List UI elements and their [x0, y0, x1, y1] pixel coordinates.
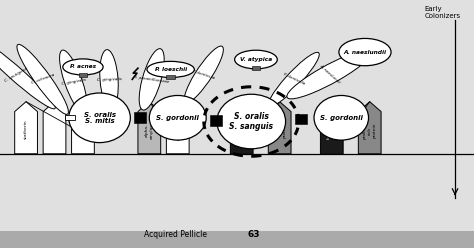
Text: S. gordonii: S. gordonii [156, 115, 199, 121]
Polygon shape [138, 102, 161, 154]
Ellipse shape [69, 93, 130, 143]
FancyBboxPatch shape [134, 112, 146, 123]
Text: P. loeschii: P. loeschii [155, 67, 187, 72]
Polygon shape [320, 102, 343, 154]
Text: bacterial cell
fragment: bacterial cell fragment [328, 111, 336, 139]
FancyBboxPatch shape [210, 115, 222, 126]
FancyBboxPatch shape [0, 231, 474, 248]
Polygon shape [230, 102, 253, 154]
Ellipse shape [268, 52, 319, 106]
Text: bacterial cell
fragment: bacterial cell fragment [237, 111, 246, 139]
Ellipse shape [0, 40, 55, 109]
Text: P. denticula: P. denticula [192, 69, 216, 80]
Ellipse shape [235, 50, 277, 69]
Polygon shape [358, 102, 381, 154]
Polygon shape [72, 102, 94, 154]
Ellipse shape [60, 50, 87, 114]
Text: proline-
rich
protein: proline- rich protein [273, 122, 286, 139]
FancyBboxPatch shape [166, 75, 175, 79]
Text: alpha-
amylase: alpha- amylase [145, 121, 154, 139]
Text: S. gordonii: S. gordonii [320, 115, 363, 121]
Text: A. naeslundii: A. naeslundii [318, 64, 341, 85]
Text: C. ochracea: C. ochracea [31, 73, 55, 85]
Ellipse shape [217, 94, 285, 149]
Ellipse shape [147, 62, 194, 77]
Ellipse shape [184, 46, 223, 103]
FancyBboxPatch shape [252, 66, 260, 70]
Polygon shape [43, 102, 66, 154]
Polygon shape [166, 102, 189, 154]
Ellipse shape [314, 95, 368, 140]
Text: proline-
rich
protein: proline- rich protein [363, 122, 376, 139]
Text: statherin: statherin [24, 119, 28, 139]
FancyBboxPatch shape [65, 115, 75, 120]
Ellipse shape [100, 50, 118, 109]
Text: C. gingivalis: C. gingivalis [61, 78, 86, 86]
Ellipse shape [339, 38, 391, 66]
Ellipse shape [287, 50, 372, 99]
Ellipse shape [149, 95, 206, 140]
Text: P. acnes: P. acnes [70, 64, 96, 69]
Text: Acquired Pellicle: Acquired Pellicle [144, 230, 207, 239]
FancyBboxPatch shape [295, 114, 307, 124]
Text: V. atypica: V. atypica [240, 57, 272, 62]
Ellipse shape [139, 49, 164, 110]
Text: 63: 63 [247, 230, 260, 239]
Text: S. oralis
S. mitis: S. oralis S. mitis [83, 112, 116, 124]
Polygon shape [268, 102, 291, 154]
Text: A. naeslundii: A. naeslundii [344, 50, 386, 55]
Ellipse shape [63, 59, 103, 75]
Text: H. parainfluenzae: H. parainfluenzae [134, 75, 170, 84]
Text: P. denticula: P. denticula [283, 73, 305, 86]
Text: C. gingivalis: C. gingivalis [97, 77, 121, 82]
Text: S. oralis
S. sanguis: S. oralis S. sanguis [229, 112, 273, 131]
Ellipse shape [17, 44, 68, 114]
Text: C. sputigena: C. sputigena [4, 66, 29, 83]
FancyBboxPatch shape [79, 73, 87, 77]
Polygon shape [15, 102, 37, 154]
Text: Early
Colonizers: Early Colonizers [424, 6, 460, 19]
